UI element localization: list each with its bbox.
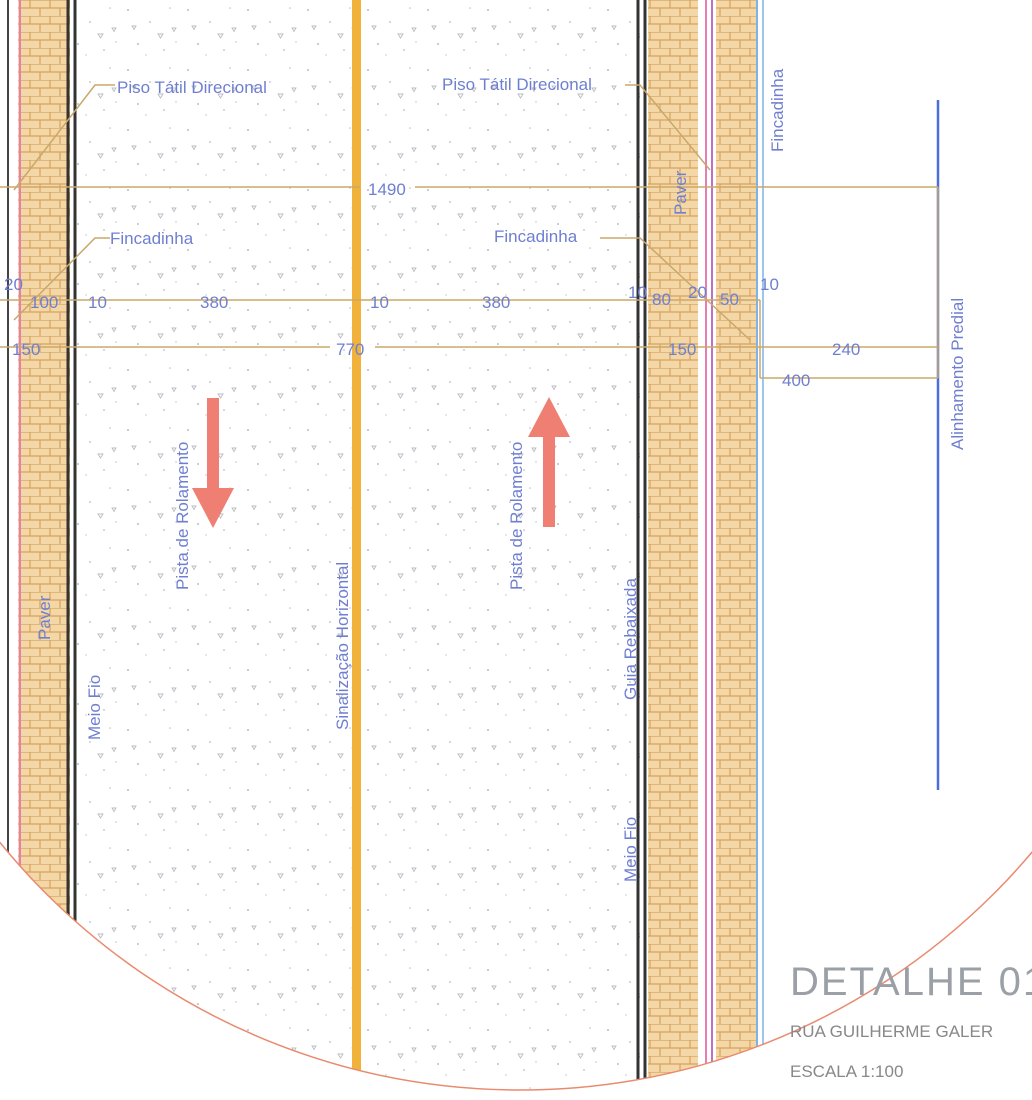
dim-150-left: 150 [12,340,40,359]
dim-20-right: 20 [688,283,707,302]
label-pista-right: Pista de Rolamento [507,442,526,590]
label-fincadinha-left: Fincadinha [110,229,194,248]
dim-380-right: 380 [482,293,510,312]
dim-10-right: 10 [628,283,647,302]
label-pista-left: Pista de Rolamento [173,442,192,590]
dim-240: 240 [832,340,860,359]
label-meio-fio-left: Meio Fio [85,675,104,740]
tactile-strip [716,0,756,1090]
label-sinalizacao: Sinalização Horizontal [333,562,352,730]
dim-10-far-right: 10 [760,275,779,294]
dim-50: 50 [720,290,739,309]
dim-380-left: 380 [200,293,228,312]
label-paver-right: Paver [671,170,690,215]
dimension-lines [0,84,939,379]
label-fincadinha-right: Fincadinha [494,227,578,246]
dim-1490: 1490 [368,180,406,199]
dim-150-right: 150 [668,340,696,359]
dim-770: 770 [336,340,364,359]
dim-10-left: 10 [88,293,107,312]
dim-20-left: 20 [4,275,23,294]
dim-10-center: 10 [370,293,389,312]
label-guia-rebaixada: Guia Rebaixada [621,578,640,700]
label-fincadinha-top-right: Fincadinha [768,68,787,152]
label-paver-left: Paver [35,595,54,640]
scale-label: ESCALA 1:100 [790,1062,904,1081]
label-alinhamento-predial: Alinhamento Predial [948,298,967,450]
right-paver-strip [648,0,698,1090]
label-meio-fio-right: Meio Fio [621,817,640,882]
label-piso-tatil-right: Piso Tátil Direcional [442,75,592,94]
detail-title: DETALHE 01 [790,960,1032,1004]
dim-400: 400 [782,371,810,390]
dim-100: 100 [30,293,58,312]
label-piso-tatil-left: Piso Tátil Direcional [117,78,267,97]
left-paver-strip [18,0,70,1090]
center-line [352,0,361,1090]
dim-80: 80 [652,290,671,309]
direction-arrows [192,397,570,528]
street-name: RUA GUILHERME GALER [790,1022,994,1041]
